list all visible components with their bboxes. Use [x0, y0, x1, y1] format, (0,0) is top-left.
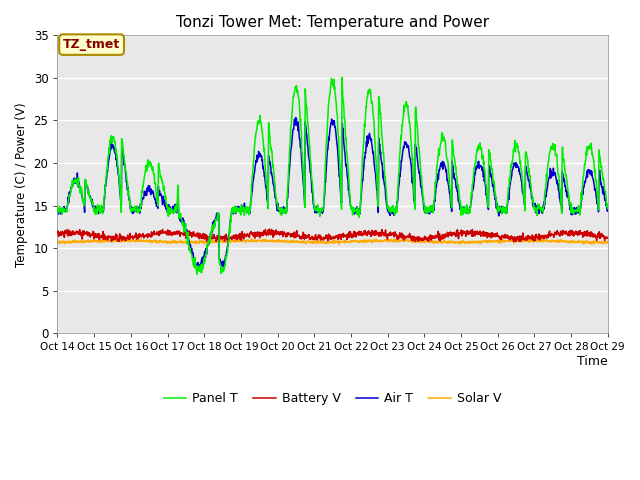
Battery V — [604, 235, 612, 241]
Battery V — [540, 233, 547, 239]
Solar V — [491, 239, 499, 244]
Title: Tonzi Tower Met: Temperature and Power: Tonzi Tower Met: Temperature and Power — [176, 15, 489, 30]
Air T — [540, 207, 547, 213]
Air T — [419, 194, 426, 200]
Line: Panel T: Panel T — [58, 78, 608, 274]
Air T — [176, 214, 184, 220]
Panel T — [604, 205, 612, 211]
Panel T — [419, 189, 426, 194]
Panel T — [540, 210, 547, 216]
Solar V — [176, 239, 184, 244]
X-axis label: Time: Time — [577, 355, 608, 368]
Panel T — [54, 206, 61, 212]
Air T — [292, 115, 300, 120]
Battery V — [419, 235, 426, 241]
Solar V — [163, 239, 170, 245]
Y-axis label: Temperature (C) / Power (V): Temperature (C) / Power (V) — [15, 102, 28, 267]
Air T — [491, 192, 499, 198]
Battery V — [266, 226, 273, 232]
Line: Battery V: Battery V — [58, 229, 608, 241]
Solar V — [54, 238, 61, 244]
Air T — [163, 202, 170, 207]
Solar V — [456, 241, 463, 247]
Panel T — [163, 203, 170, 208]
Solar V — [604, 239, 612, 244]
Text: TZ_tmet: TZ_tmet — [63, 38, 120, 51]
Line: Air T: Air T — [58, 118, 608, 269]
Air T — [195, 266, 202, 272]
Solar V — [419, 239, 426, 245]
Battery V — [163, 232, 171, 238]
Panel T — [491, 183, 499, 189]
Air T — [54, 207, 61, 213]
Battery V — [177, 233, 184, 239]
Air T — [604, 208, 612, 214]
Panel T — [238, 204, 246, 210]
Legend: Panel T, Battery V, Air T, Solar V: Panel T, Battery V, Air T, Solar V — [159, 387, 506, 410]
Air T — [238, 203, 246, 209]
Solar V — [237, 238, 245, 244]
Battery V — [115, 239, 123, 244]
Battery V — [491, 234, 499, 240]
Panel T — [176, 213, 184, 218]
Battery V — [238, 235, 246, 241]
Line: Solar V: Solar V — [58, 239, 608, 244]
Panel T — [338, 75, 346, 81]
Panel T — [193, 271, 201, 277]
Solar V — [540, 239, 547, 244]
Battery V — [54, 229, 61, 235]
Solar V — [248, 236, 255, 242]
